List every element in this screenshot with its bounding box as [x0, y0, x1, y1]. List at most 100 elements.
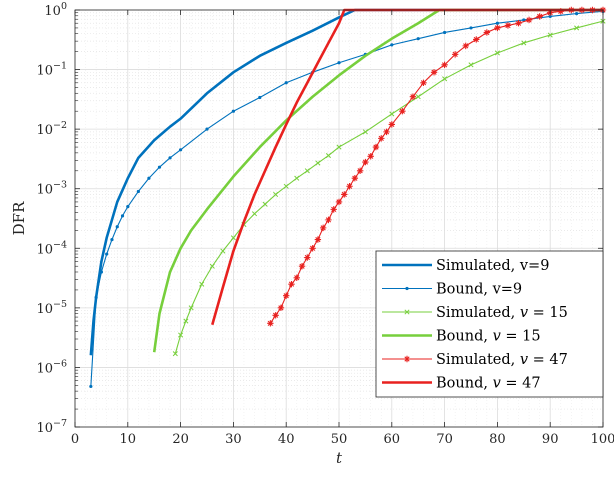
x-tick-label: 50 — [331, 432, 348, 447]
simulated-v47-point — [293, 274, 300, 281]
simulated-v47-point — [383, 128, 390, 136]
simulated-v47-point — [515, 20, 522, 27]
legend-item: Bound, v = 47 — [382, 376, 541, 392]
x-tick-label: 0 — [71, 432, 79, 447]
simulated-v47-point — [341, 191, 348, 198]
bound-v9-point — [522, 18, 526, 22]
simulated-v47-point — [325, 216, 332, 224]
legend: Simulated, v=9 Bound, v=9 Simulated, v = 1… — [375, 250, 604, 398]
legend-label: Simulated, v=9 — [436, 258, 549, 274]
simulated-v47-point — [267, 320, 274, 327]
simulated-v15-point — [294, 175, 300, 181]
simulated-v15-point — [574, 25, 580, 31]
simulated-v47-point — [504, 22, 512, 29]
simulated-v47-point — [420, 79, 427, 86]
simulated-v47-point — [351, 175, 359, 182]
bound-v9-point — [157, 165, 162, 169]
simulated-v15-point — [362, 129, 368, 135]
bound-v9-point — [231, 109, 235, 113]
simulated-v47-point — [362, 158, 369, 166]
legend-item: Bound, v=9 — [382, 282, 522, 298]
y-tick-label: 10−3 — [36, 180, 67, 198]
bound-v9-point — [416, 37, 420, 41]
bound-v9-point — [99, 270, 103, 274]
simulated-v15-point — [389, 111, 395, 117]
simulated-v15-point — [183, 318, 189, 324]
y-tick-label: 10−6 — [36, 358, 67, 376]
legend-item: Bound, v = 15 — [382, 329, 541, 345]
bound-v15-line — [152, 8, 603, 353]
bound-v9-point — [94, 295, 98, 299]
simulated-v47-point — [462, 42, 469, 50]
bound-v15-series — [152, 8, 603, 353]
bound-v9-point — [575, 12, 579, 16]
x-tick-label: 20 — [172, 432, 189, 447]
simulated-v15-line — [174, 20, 604, 354]
simulated-v15-point — [304, 168, 310, 174]
bound-v9-point — [120, 214, 125, 218]
bound-v9-point — [284, 81, 288, 85]
simulated-v15-point — [188, 305, 194, 311]
simulated-v15-point — [209, 263, 215, 269]
x-tick-label: 30 — [225, 432, 242, 447]
simulated-v47-point — [304, 254, 311, 261]
simulated-v15-point — [273, 191, 279, 198]
simulated-v47-point — [298, 263, 306, 270]
y-tick-label: 100 — [44, 1, 67, 19]
bound-v9-point — [443, 30, 447, 35]
simulated-v15-point — [251, 211, 258, 217]
legend-swatch-point — [404, 309, 410, 315]
legend-label: Bound, v = 15 — [436, 329, 541, 345]
simulated-v47-point — [314, 236, 322, 243]
simulated-v47-point — [277, 304, 285, 312]
x-tick-label: 10 — [120, 432, 137, 447]
simulated-v47-point — [272, 312, 279, 319]
simulated-v15-point — [442, 76, 448, 82]
simulated-v47-point — [399, 108, 406, 115]
x-tick-label: 80 — [489, 432, 506, 447]
y-axis-label: DFR — [10, 201, 28, 235]
grid — [74, 9, 604, 428]
simulated-v15-point — [336, 144, 342, 150]
bound-v9-point — [89, 384, 93, 389]
y-tick-label: 10−4 — [36, 239, 67, 257]
simulated-v47-point — [557, 8, 564, 15]
bound-v9-point — [469, 26, 473, 30]
simulated-v15-point — [230, 235, 236, 241]
simulated-v15-point — [521, 40, 527, 46]
simulated-v47-point — [309, 245, 316, 252]
y-tick-label: 10−7 — [36, 418, 67, 436]
legend-label: Simulated, v = 47 — [436, 352, 568, 368]
x-tick-label: 70 — [436, 432, 453, 447]
bound-v9-point — [205, 127, 209, 131]
simulated-v47-point — [525, 16, 533, 24]
simulated-v15-point — [494, 50, 500, 56]
legend-swatch-point — [403, 355, 411, 363]
simulated-v15-point — [468, 62, 474, 68]
simulated-v47-point — [356, 167, 364, 174]
bound-v9-point — [548, 14, 552, 19]
simulated-v47-point — [494, 24, 501, 32]
x-tick-label: 100 — [591, 432, 614, 447]
x-tick-label: 60 — [384, 432, 401, 447]
simulated-v15-point — [262, 201, 268, 207]
legend-label: Bound, v = 47 — [436, 376, 541, 392]
simulated-v47-point — [473, 36, 480, 43]
simulated-v15-point — [283, 183, 289, 189]
legend-swatch-point — [405, 286, 409, 291]
y-tick-label: 10−5 — [36, 299, 67, 317]
bound-v9-point — [390, 43, 394, 47]
simulated-v47-point — [288, 280, 295, 288]
plot-series — [89, 6, 607, 389]
bound-v9-point — [105, 252, 109, 256]
legend-item: Simulated, v = 15 — [382, 305, 568, 321]
bound-v9-point — [258, 95, 262, 100]
bound-v9-point — [115, 225, 119, 229]
simulated-v47-point — [367, 153, 374, 160]
simulated-v15-point — [415, 94, 421, 100]
simulated-v15-point — [178, 332, 184, 338]
bound-v9-point — [495, 21, 499, 25]
bound-v9-point — [110, 237, 114, 242]
simulated-v47-point — [430, 69, 438, 76]
